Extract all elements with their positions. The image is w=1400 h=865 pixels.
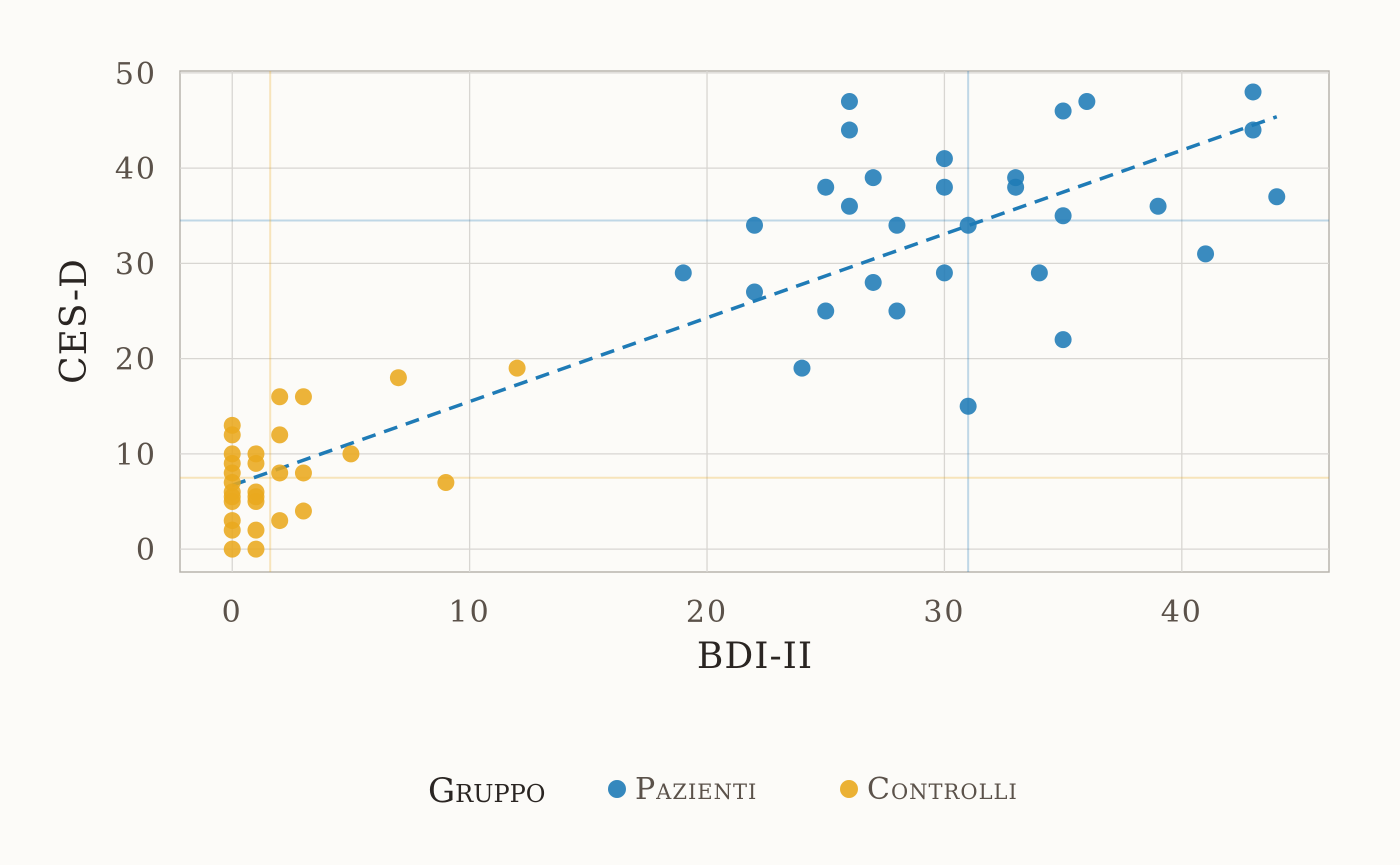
point-pazienti (1149, 197, 1167, 215)
y-tick-label: 50 (115, 57, 157, 92)
point-pazienti (1054, 102, 1072, 120)
point-pazienti (1007, 178, 1025, 196)
point-pazienti (864, 273, 882, 291)
point-pazienti (1244, 121, 1262, 139)
point-controlli (508, 359, 526, 377)
y-axis-title: CES-D (54, 258, 95, 384)
point-pazienti (817, 302, 835, 320)
point-pazienti (1268, 188, 1286, 206)
point-pazienti (840, 121, 858, 139)
regression-line-group (231, 115, 1278, 487)
point-pazienti (935, 150, 953, 168)
point-pazienti (1054, 207, 1072, 225)
point-controlli (223, 540, 241, 558)
legend-swatch-controlli (840, 780, 858, 798)
point-pazienti (1078, 92, 1096, 110)
x-tick-label: 40 (1161, 595, 1203, 630)
point-pazienti (1054, 331, 1072, 349)
point-pazienti (840, 197, 858, 215)
point-pazienti (793, 359, 811, 377)
point-controlli (389, 369, 407, 387)
point-pazienti (1030, 264, 1048, 282)
point-pazienti (888, 302, 906, 320)
point-pazienti (959, 216, 977, 234)
point-pazienti (746, 216, 763, 234)
x-tick-label: 0 (222, 595, 243, 630)
point-controlli (247, 454, 265, 472)
point-controlli (271, 388, 289, 406)
point-pazienti (674, 264, 692, 282)
legend: Gruppo Pazienti Controlli (428, 771, 1018, 811)
y-tick-label: 30 (115, 247, 157, 282)
data-points (223, 83, 1286, 558)
point-controlli (294, 388, 312, 406)
x-tick-label: 20 (686, 595, 728, 630)
point-controlli (437, 473, 455, 491)
point-controlli (294, 464, 312, 482)
x-tick-labels: 0 10 20 30 40 (222, 595, 1203, 630)
plot-panel (179, 70, 1330, 573)
point-controlli (271, 426, 289, 444)
y-tick-labels: 0 10 20 30 40 50 (115, 57, 157, 568)
point-pazienti (888, 216, 906, 234)
point-pazienti (1244, 83, 1262, 101)
point-controlli (342, 445, 360, 463)
point-pazienti (746, 283, 763, 301)
point-pazienti (935, 264, 953, 282)
legend-label-controlli: Controlli (867, 772, 1018, 807)
x-tick-label: 30 (923, 595, 965, 630)
y-tick-label: 20 (115, 343, 157, 378)
point-pazienti (817, 178, 835, 196)
point-controlli (271, 512, 289, 530)
point-controlli (223, 493, 241, 511)
x-axis-title: BDI-II (697, 636, 813, 677)
y-tick-label: 10 (115, 438, 157, 473)
point-controlli (247, 493, 265, 511)
point-controlli (223, 426, 241, 444)
point-pazienti (864, 169, 882, 187)
point-pazienti (1197, 245, 1215, 263)
legend-label-pazienti: Pazienti (635, 772, 757, 807)
y-tick-label: 40 (115, 152, 157, 187)
point-pazienti (959, 397, 977, 415)
y-tick-label: 0 (136, 533, 157, 568)
regression-line (231, 115, 1278, 487)
point-pazienti (840, 92, 858, 110)
point-controlli (247, 521, 265, 539)
point-controlli (271, 464, 289, 482)
legend-title: Gruppo (428, 771, 545, 811)
point-controlli (247, 540, 265, 558)
point-pazienti (935, 178, 953, 196)
point-controlli (294, 502, 312, 520)
grid-lines (180, 71, 1329, 572)
x-tick-label: 10 (449, 595, 491, 630)
legend-swatch-pazienti (608, 780, 626, 798)
point-controlli (223, 521, 241, 539)
